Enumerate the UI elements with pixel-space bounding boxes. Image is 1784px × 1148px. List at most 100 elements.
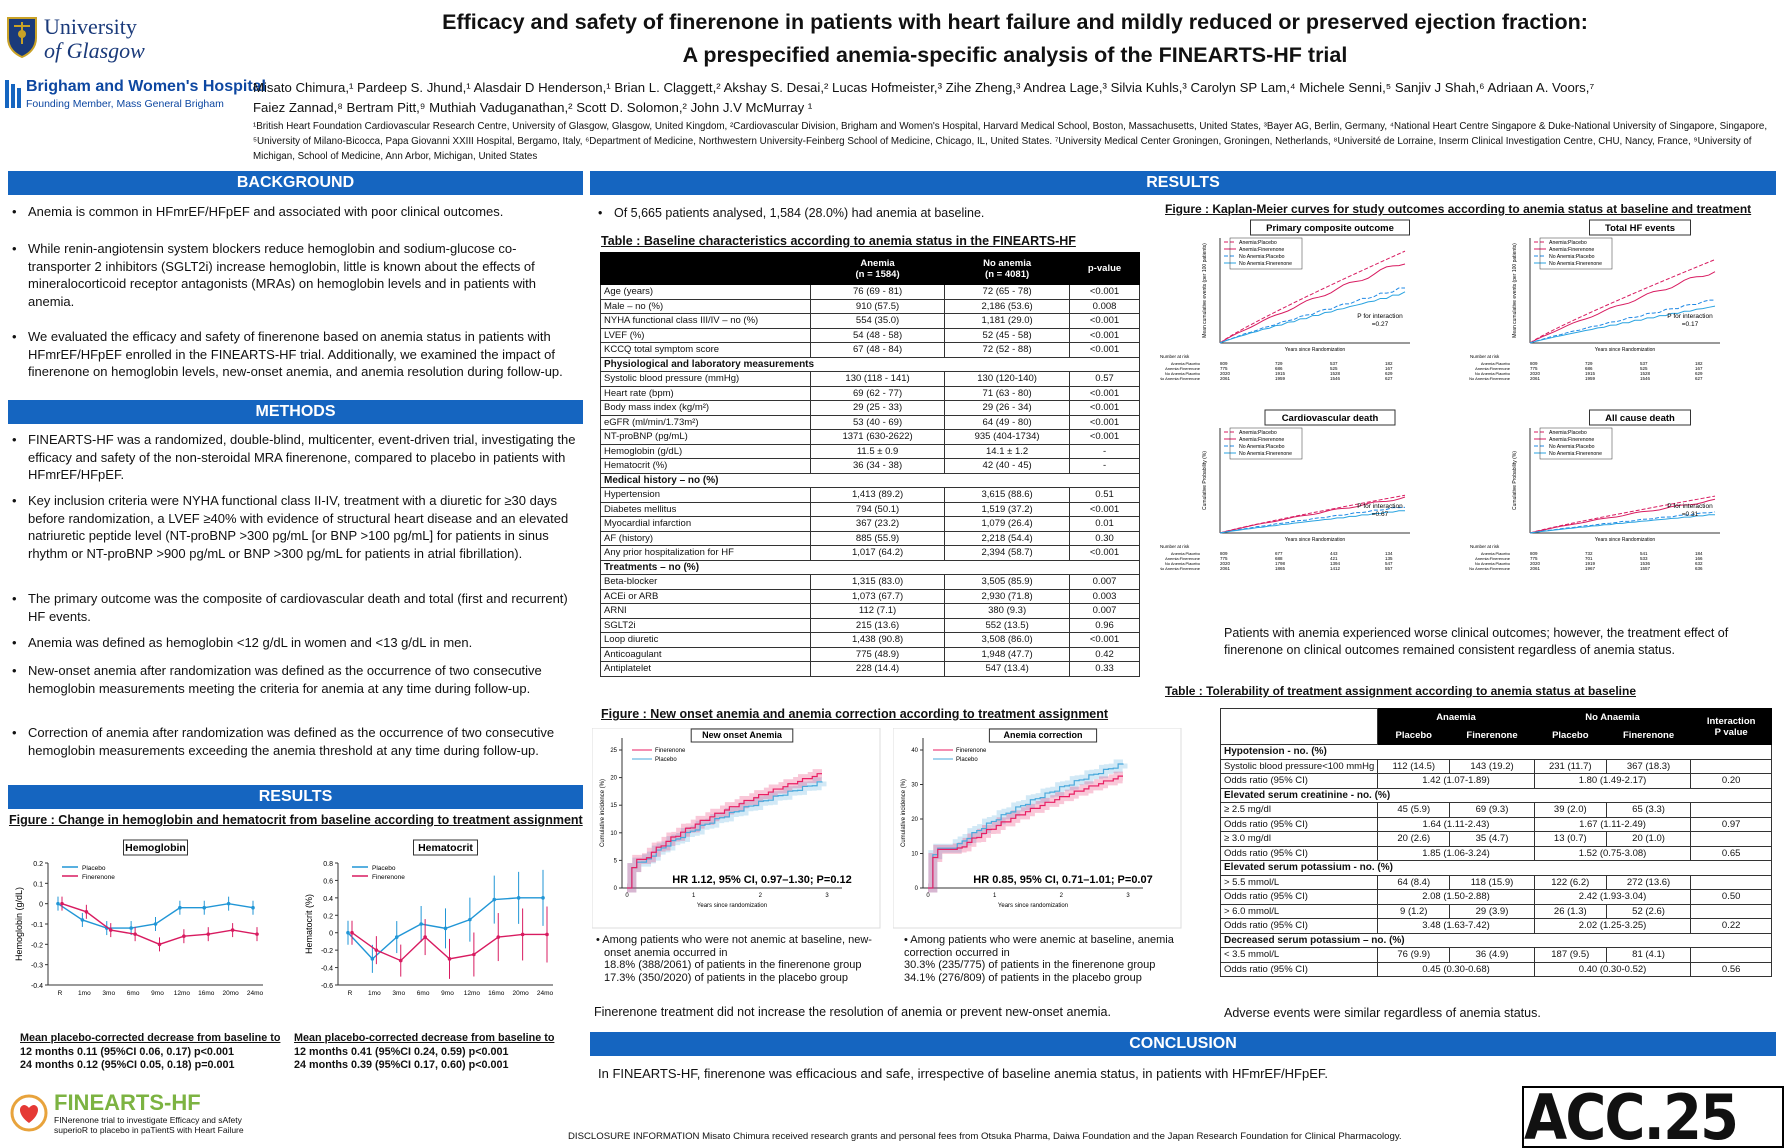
tol-row: ≥ 3.0 mg/dl 20 (2.6) 35 (4.7) 13 (0.7) 20 (1… bbox=[1219, 831, 1772, 847]
tol-or-anaemia: 2.08 (1.50-2.88) bbox=[1377, 889, 1535, 905]
baseline-label: Diabetes mellitus bbox=[600, 501, 811, 517]
baseline-row: Age (years) 76 (69 - 81) 72 (65 - 78) <0.00… bbox=[600, 284, 1140, 300]
x-tick-label: 3 bbox=[1126, 893, 1130, 899]
baseline-noanemia-value: 3,508 (86.0) bbox=[944, 632, 1071, 648]
placebo-curve bbox=[627, 781, 823, 889]
baseline-row: Systolic blood pressure (mmHg) 130 (118 -… bbox=[600, 371, 1140, 387]
baseline-anemia-value: 11.5 ± 0.9 bbox=[809, 443, 946, 459]
y-tick-label: 0.1 bbox=[33, 881, 43, 888]
tol-p bbox=[1690, 802, 1772, 818]
km-risk-title: Number at risk bbox=[1470, 544, 1500, 549]
baseline-anemia-value: 215 (13.6) bbox=[809, 617, 946, 633]
placebo-point bbox=[419, 922, 423, 926]
km-risk-value: 809 bbox=[1530, 361, 1538, 366]
placebo-point bbox=[178, 905, 182, 910]
baseline-row: NYHA functional class III/IV – no (%) 554… bbox=[600, 313, 1140, 329]
new-onset-anemia-chart: 0 5 10 15 20 25 0 1 2 3 Years since randomization C… bbox=[592, 728, 881, 929]
hb-summary-24mo: 24 months 0.12 (95%CI 0.05, 0.18) p=0.00… bbox=[20, 1059, 235, 1071]
onset-summary: Finerenone treatment did not increase th… bbox=[594, 1005, 1111, 1019]
baseline-p-value: <0.001 bbox=[1069, 385, 1140, 401]
km-risk-label: No Anemia:Finerenone bbox=[1160, 376, 1201, 381]
km-risk-label: Anemia:Placebo bbox=[1171, 361, 1201, 366]
title-line2: A prespecified anemia-specific analysis … bbox=[682, 43, 1348, 67]
baseline-noanemia-value: 72 (65 - 78) bbox=[944, 284, 1071, 300]
baseline-label: Hypertension bbox=[600, 487, 811, 503]
placebo-point bbox=[541, 896, 545, 900]
hct-summary-24mo: 24 months 0.39 (95%CI 0.17, 0.60) p<0.00… bbox=[294, 1059, 509, 1071]
x-tick-label: 20mo bbox=[222, 990, 239, 997]
finerenone-point bbox=[472, 952, 476, 957]
baseline-row: Male – no (%) 910 (57.5) 2,186 (53.6) 0.008 bbox=[600, 298, 1140, 314]
km-curve-0 bbox=[1529, 495, 1716, 534]
baseline-noanemia-value: 29 (26 - 34) bbox=[944, 400, 1071, 416]
km-risk-label: No Anemia:Placebo bbox=[1165, 371, 1201, 376]
baseline-p-value: 0.57 bbox=[1069, 371, 1140, 387]
tol-label: Odds ratio (95% CI) bbox=[1219, 918, 1379, 934]
tol-row: < 3.5 mmol/L 76 (9.9) 36 (4.9) 187 (9.5) 81 … bbox=[1219, 947, 1772, 963]
anemia-correction-chart: 0 10 20 30 40 0 1 2 3 Years since randomization Cu… bbox=[893, 728, 1182, 929]
baseline-anemia-value: 67 (48 - 84) bbox=[809, 342, 946, 358]
baseline-anemia-value: 76 (69 - 81) bbox=[809, 284, 946, 300]
baseline-section-row: Treatments – no (%) bbox=[600, 559, 1140, 575]
baseline-anemia-value: 367 (23.2) bbox=[809, 516, 946, 532]
baseline-section-row: Physiological and laboratory measurement… bbox=[600, 356, 1140, 372]
y-tick-label: 10 bbox=[911, 852, 918, 858]
background-bullet-3: We evaluated the efficacy and safety of … bbox=[8, 328, 578, 381]
x-tick-label: 1 bbox=[993, 893, 997, 899]
km-legend-label: No Anemia:Placebo bbox=[1549, 254, 1595, 260]
placebo-point bbox=[516, 896, 521, 900]
y-tick-label: 0.2 bbox=[33, 861, 43, 868]
finerenone-curve bbox=[928, 775, 1123, 889]
x-tick-label: R bbox=[58, 990, 63, 997]
tolerability-table-caption: Table : Tolerability of treatment assign… bbox=[1165, 684, 1636, 698]
km-legend-label: Anemia:Finerenone bbox=[1549, 437, 1594, 443]
baseline-row: KCCQ total symptom score 67 (48 - 84) 72 (… bbox=[600, 342, 1140, 358]
baseline-p-value: <0.001 bbox=[1069, 342, 1140, 358]
baseline-row: Antiplatelet 228 (14.4) 547 (13.4) 0.33 bbox=[600, 661, 1140, 677]
baseline-noanemia-value: 3,505 (85.9) bbox=[944, 574, 1071, 590]
legend-label: Finerenone bbox=[956, 748, 987, 754]
km-risk-value: 729 bbox=[1275, 361, 1283, 366]
km-figure-caption: Figure : Kaplan-Meier curves for study o… bbox=[1165, 202, 1752, 216]
baseline-head-noanemia: No anemia (n = 4081) bbox=[944, 252, 1071, 285]
km-risk-value: 686 bbox=[1585, 366, 1593, 371]
km-risk-value: 2020 bbox=[1220, 371, 1231, 376]
placebo-point bbox=[394, 935, 399, 939]
tol-p: 0.20 bbox=[1690, 773, 1772, 789]
km-risk-title: Number at risk bbox=[1160, 354, 1190, 359]
methods-bullet-5: New-onset anemia after randomization was… bbox=[8, 662, 578, 697]
tol-value: 143 (19.2) bbox=[1449, 758, 1535, 774]
panel-title: New onset Anemia bbox=[702, 730, 783, 740]
baseline-noanemia-value: 547 (13.4) bbox=[944, 661, 1071, 677]
baseline-p-value: - bbox=[1069, 443, 1140, 459]
km-risk-value: 537 bbox=[1640, 361, 1648, 366]
km-risk-label: Anemia:Finerenone bbox=[1165, 556, 1201, 561]
placebo-point bbox=[226, 901, 231, 906]
tol-label: > 6.0 mmol/L bbox=[1219, 903, 1379, 919]
tol-section-row: Elevated serum potassium - no. (%) bbox=[1220, 860, 1772, 876]
km-risk-value: 2020 bbox=[1530, 371, 1541, 376]
baseline-label: Hemoglobin (g/dL) bbox=[600, 443, 811, 459]
tol-value: 20 (2.6) bbox=[1377, 831, 1451, 847]
x-tick-label: 1mo bbox=[368, 990, 381, 997]
km-curve-3 bbox=[1219, 291, 1406, 344]
km-risk-value: 1915 bbox=[1585, 371, 1596, 376]
km-risk-value: 184 bbox=[1695, 551, 1703, 556]
baseline-row: Hemoglobin (g/dL) 11.5 ± 0.9 14.1 ± 1.2- bbox=[600, 443, 1140, 459]
km-risk-value: 809 bbox=[1220, 551, 1228, 556]
km-risk-value: 2061 bbox=[1220, 376, 1231, 381]
km-curve-1 bbox=[1529, 498, 1716, 534]
y-tick-label: 30 bbox=[911, 783, 918, 789]
km-curve-2 bbox=[1219, 506, 1406, 534]
x-axis-label: Years since randomization bbox=[998, 903, 1068, 909]
km-panel-title: Total HF events bbox=[1605, 223, 1675, 234]
km-risk-value: 2020 bbox=[1530, 561, 1541, 566]
baseline-label: Systolic blood pressure (mmHg) bbox=[600, 371, 811, 387]
km-curve-2 bbox=[1219, 287, 1405, 344]
baseline-p-value: 0.33 bbox=[1069, 661, 1140, 677]
km-risk-value: 167 bbox=[1385, 366, 1393, 371]
baseline-row: Hematocrit (%) 36 (34 - 38) 42 (40 - 45) - bbox=[600, 458, 1140, 474]
brigham-name: Brigham and Women's Hospital bbox=[26, 78, 266, 95]
tol-head-fin-n: Finerenone bbox=[1605, 726, 1692, 745]
legend-label: Placebo bbox=[655, 757, 677, 763]
